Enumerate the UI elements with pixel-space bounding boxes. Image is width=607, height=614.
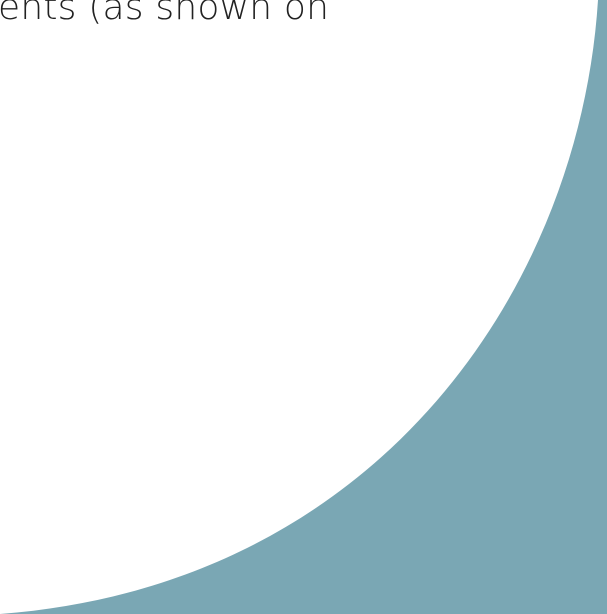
- slide-body-text: ents (as shown on: [0, 0, 330, 28]
